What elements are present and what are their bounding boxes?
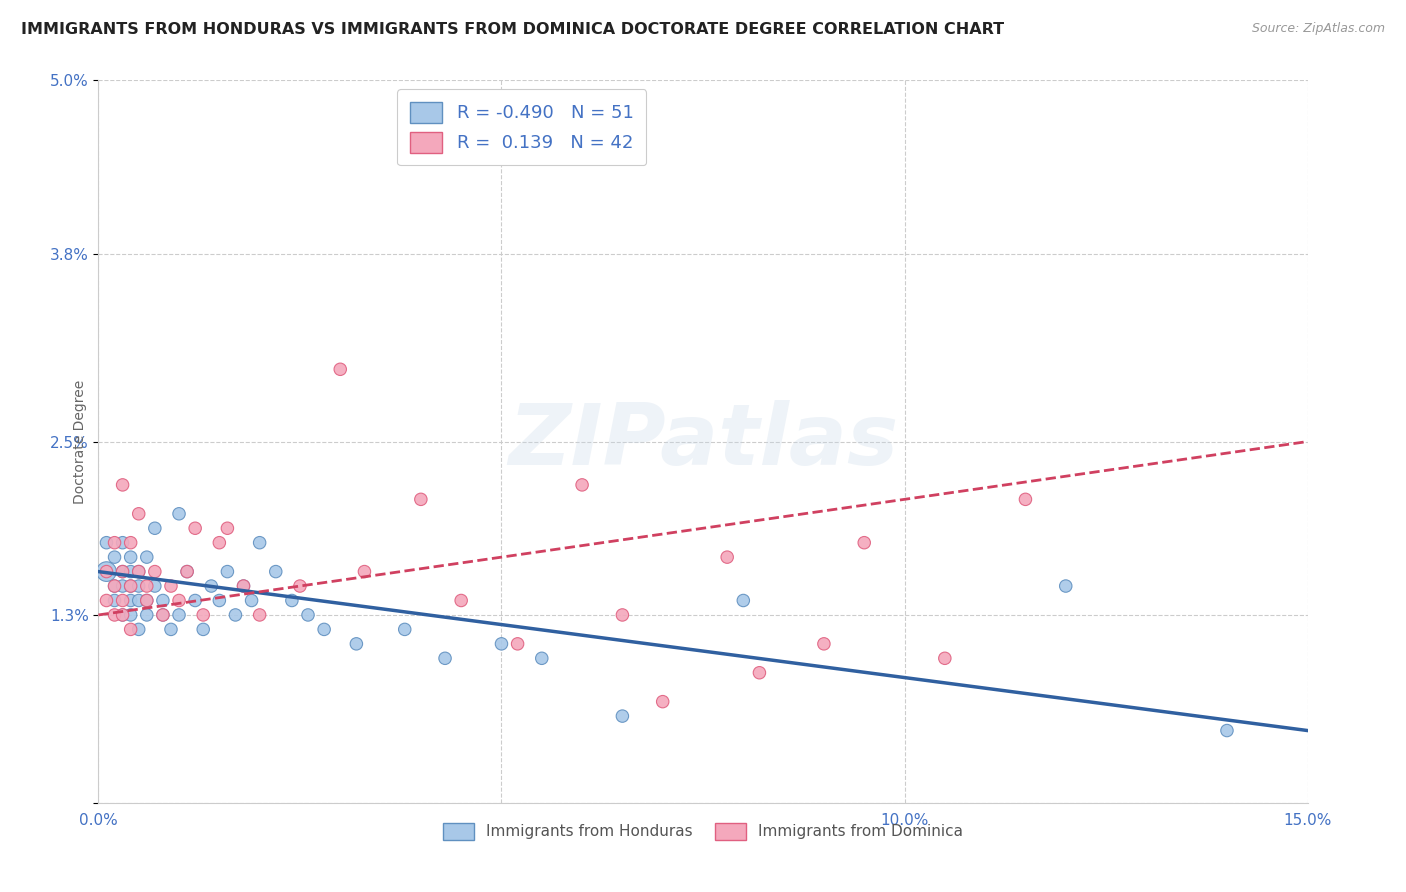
Point [217,565,239,579]
Point [120,607,142,622]
Point [733,593,755,607]
Y-axis label: Doctorate Degree: Doctorate Degree [73,379,87,504]
Point [288,579,311,593]
Point [249,535,271,549]
Point [281,593,304,607]
Point [167,607,190,622]
Point [184,521,207,535]
Point [200,579,222,593]
Point [232,579,254,593]
Point [240,593,263,607]
Point [651,695,673,709]
Point [120,565,142,579]
Point [120,579,142,593]
Point [167,593,190,607]
Point [152,593,174,607]
Point [208,593,231,607]
Point [96,593,118,607]
Point [128,579,150,593]
Point [491,637,513,651]
Point [96,565,118,579]
Point [152,607,174,622]
Point [120,550,142,565]
Point [193,623,215,637]
Point [120,623,142,637]
Point [1054,579,1077,593]
Point [111,607,134,622]
Point [450,593,472,607]
Point [128,507,150,521]
Point [128,565,150,579]
Point [120,579,142,593]
Point [184,593,207,607]
Text: IMMIGRANTS FROM HONDURAS VS IMMIGRANTS FROM DOMINICA DOCTORATE DEGREE CORRELATIO: IMMIGRANTS FROM HONDURAS VS IMMIGRANTS F… [21,22,1004,37]
Point [103,593,125,607]
Point [111,593,134,607]
Point [176,565,198,579]
Point [344,637,367,651]
Point [135,593,157,607]
Point [612,607,634,622]
Point [128,593,150,607]
Point [716,550,738,565]
Point [1216,723,1239,738]
Point [160,579,183,593]
Point [128,565,150,579]
Point [111,607,134,622]
Point [135,593,157,607]
Point [111,579,134,593]
Point [853,535,876,549]
Point [314,623,336,637]
Point [394,623,416,637]
Point [111,565,134,579]
Point [530,651,553,665]
Point [135,579,157,593]
Point [103,550,125,565]
Point [152,607,174,622]
Point [111,565,134,579]
Point [612,709,634,723]
Point [96,565,118,579]
Legend: Immigrants from Honduras, Immigrants from Dominica: Immigrants from Honduras, Immigrants fro… [434,814,972,849]
Point [135,550,157,565]
Point [135,607,157,622]
Point [434,651,457,665]
Point [329,362,352,376]
Point [143,521,166,535]
Point [297,607,319,622]
Text: ZIPatlas: ZIPatlas [508,400,898,483]
Point [103,579,125,593]
Point [409,492,432,507]
Point [934,651,956,665]
Point [143,579,166,593]
Point [103,607,125,622]
Point [167,507,190,521]
Point [353,565,375,579]
Point [1014,492,1036,507]
Point [208,535,231,549]
Point [160,623,183,637]
Point [111,535,134,549]
Point [813,637,835,651]
Point [249,607,271,622]
Point [111,478,134,492]
Point [264,565,287,579]
Point [176,565,198,579]
Point [103,579,125,593]
Point [143,565,166,579]
Point [506,637,529,651]
Point [571,478,593,492]
Point [96,535,118,549]
Point [120,535,142,549]
Point [232,579,254,593]
Point [120,593,142,607]
Point [103,535,125,549]
Point [217,521,239,535]
Point [748,665,770,680]
Text: Source: ZipAtlas.com: Source: ZipAtlas.com [1251,22,1385,36]
Point [224,607,246,622]
Point [193,607,215,622]
Point [128,623,150,637]
